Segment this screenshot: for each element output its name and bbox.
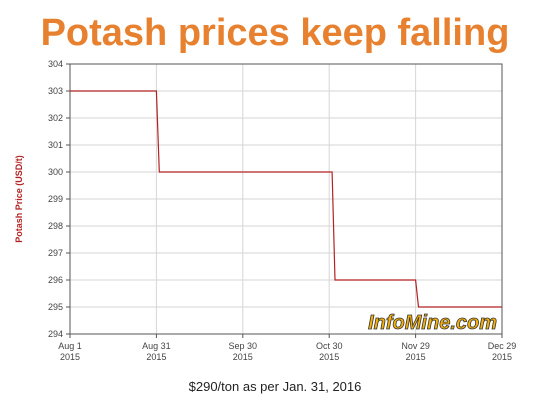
x-tick-label-year: 2015 (319, 352, 339, 362)
series-layer (70, 90, 502, 308)
y-tick-label: 294 (48, 329, 63, 339)
grid-lines (69, 63, 503, 335)
y-axis-ticks: 294 295 296 297 298 299 300 301 302 303 304 (48, 59, 70, 339)
price-series-line (70, 90, 502, 308)
chart-title: Potash prices keep falling (40, 12, 510, 54)
x-tick-label: Dec 29 (488, 341, 517, 351)
y-axis-label: Potash Price (USD/t) (14, 155, 24, 243)
y-tick-label: 300 (48, 167, 63, 177)
x-tick-label-year: 2015 (233, 352, 253, 362)
y-tick-label: 296 (48, 275, 63, 285)
y-tick-label: 304 (48, 59, 63, 69)
x-tick-label-year: 2015 (146, 352, 166, 362)
y-tick-label: 297 (48, 248, 63, 258)
x-tick-label-year: 2015 (60, 352, 80, 362)
x-tick-label: Sep 30 (229, 341, 258, 351)
caption: $290/ton as per Jan. 31, 2016 (188, 379, 362, 394)
watermark-logo: InfoMine.com (368, 312, 497, 334)
y-tick-label: 299 (48, 194, 63, 204)
y-tick-label: 298 (48, 221, 63, 231)
x-tick-label: Aug 1 (58, 341, 82, 351)
y-tick-label: 302 (48, 113, 63, 123)
x-tick-label-year: 2015 (492, 352, 512, 362)
x-tick-label: Aug 31 (142, 341, 171, 351)
y-tick-label: 295 (48, 302, 63, 312)
y-tick-label: 303 (48, 86, 63, 96)
x-tick-label-year: 2015 (406, 352, 426, 362)
y-tick-label: 301 (48, 140, 63, 150)
x-tick-label: Nov 29 (401, 341, 430, 351)
x-tick-label: Oct 30 (316, 341, 343, 351)
